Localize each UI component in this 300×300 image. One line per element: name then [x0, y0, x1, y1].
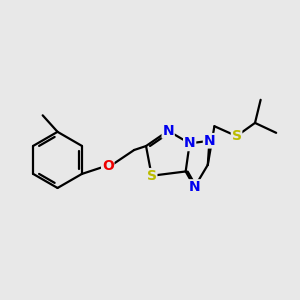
Text: S: S: [147, 169, 157, 183]
Text: N: N: [204, 134, 215, 148]
Text: N: N: [189, 180, 200, 194]
Text: S: S: [232, 129, 242, 143]
Text: O: O: [102, 159, 114, 173]
Text: N: N: [162, 124, 174, 138]
Text: N: N: [184, 136, 195, 150]
